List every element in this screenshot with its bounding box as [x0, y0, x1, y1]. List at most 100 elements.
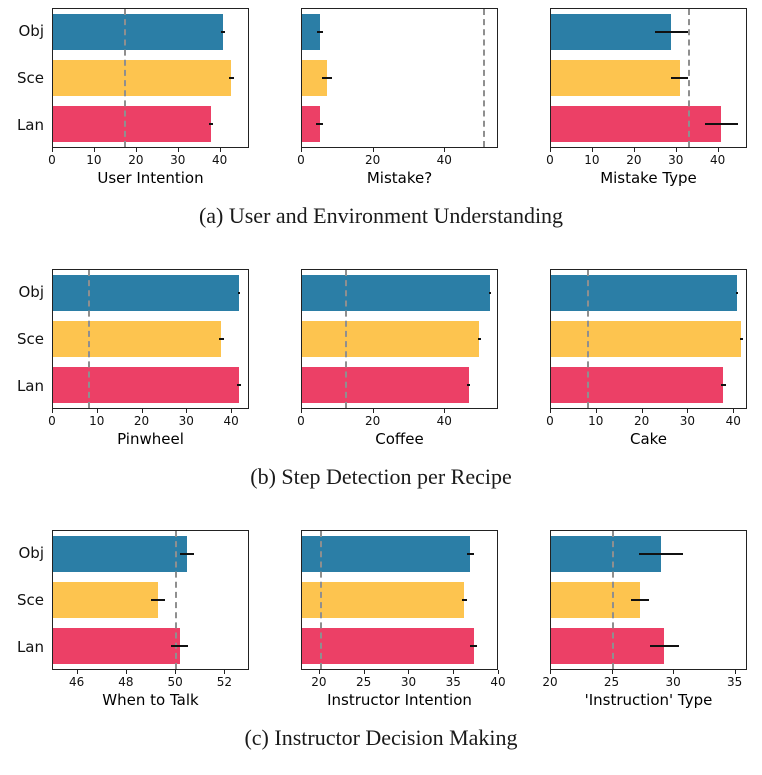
tick-label: 40: [436, 414, 452, 428]
tick-label: 10: [584, 153, 600, 167]
x-axis-ticks: 46 48 50 52: [52, 670, 249, 691]
tick-label: 30: [170, 153, 186, 167]
bar-lan: [302, 627, 474, 665]
chart-instructor-intention: 20 25 30 35 40 Instructor Intention: [301, 530, 506, 709]
tick-mark: [498, 670, 499, 674]
baseline-dashed-line: [319, 531, 322, 669]
baseline-dashed-line: [88, 270, 91, 408]
bar-lan: [53, 627, 180, 665]
error-bar-obj: [316, 30, 323, 34]
tick-label: 40: [223, 414, 239, 428]
tick-label: 20: [626, 153, 642, 167]
error-bar-obj: [466, 552, 474, 556]
chart-mistake-type: 0 10 20 30 40 Mistake Type: [546, 8, 747, 187]
tick-mark: [675, 148, 677, 152]
plot-area: [301, 269, 498, 409]
plot-area: [550, 530, 747, 670]
tick-label: 10: [89, 414, 105, 428]
chart-pinwheel: Obj Sce Lan 0 10 20 30 40 Pinwheel: [14, 269, 249, 448]
bar-obj: [53, 13, 224, 51]
tick-mark: [673, 670, 675, 674]
chart-row-a: Obj Sce Lan 0 10 20 30 40 User Intention 0 20 40 Mis…: [0, 8, 762, 187]
plot-column: 0 10 20 30 40 Mistake Type: [546, 8, 747, 187]
tick-mark: [687, 409, 689, 413]
tick-mark: [96, 409, 98, 413]
bar-sce: [53, 320, 222, 358]
error-bar-lan: [467, 383, 471, 387]
category-label-sce: Sce: [17, 591, 44, 609]
bar-lan: [551, 105, 722, 143]
bar-sce: [53, 59, 232, 97]
category-label-lan: Lan: [16, 637, 44, 656]
tick-mark: [125, 670, 127, 674]
error-bar-lan: [704, 122, 738, 126]
plot-area: [301, 530, 498, 670]
tick-mark: [641, 409, 643, 413]
tick-label: 0: [546, 414, 554, 428]
tick-mark: [301, 409, 302, 413]
x-axis-ticks: 0 10 20 30 40: [48, 409, 249, 430]
x-axis-label: Cake: [629, 430, 668, 448]
chart-user-intention: Obj Sce Lan 0 10 20 30 40 User Intention: [14, 8, 249, 187]
error-bar-sce: [461, 598, 467, 602]
bar-sce: [302, 581, 465, 619]
error-bar-obj: [735, 291, 739, 295]
x-axis-label: Mistake?: [366, 169, 433, 187]
error-bar-lan: [237, 383, 241, 387]
tick-label: 46: [68, 675, 85, 689]
plot-area: [550, 269, 747, 409]
category-label-lan: Lan: [16, 376, 44, 395]
caption-a: (a) User and Environment Understanding: [198, 203, 564, 228]
chart-row-b: Obj Sce Lan 0 10 20 30 40 Pinwheel 0 20 40 Coffee 0 10…: [0, 269, 762, 448]
plot-area: [550, 8, 747, 148]
tick-label: 30: [400, 675, 417, 689]
tick-mark: [231, 409, 233, 413]
bar-lan: [53, 105, 211, 143]
tick-mark: [550, 409, 551, 413]
baseline-dashed-line: [687, 9, 690, 147]
tick-label: 25: [356, 675, 372, 689]
tick-label: 30: [668, 153, 684, 167]
error-bar-obj: [237, 291, 241, 295]
tick-label: 10: [86, 153, 102, 167]
tick-label: 0: [297, 153, 305, 167]
tick-mark: [301, 148, 302, 152]
tick-mark: [175, 670, 177, 674]
tick-label: 0: [48, 414, 56, 428]
tick-mark: [591, 148, 593, 152]
chart-row-c: Obj Sce Lan 46 48 50 52 When to Talk 20 25 30 35 40 I…: [0, 530, 762, 709]
baseline-dashed-line: [587, 270, 590, 408]
error-bar-sce: [219, 337, 224, 341]
error-bar-lan: [208, 122, 213, 126]
error-bar-lan: [171, 644, 189, 648]
error-bar-sce: [150, 598, 166, 602]
tick-label: 40: [725, 414, 741, 428]
tick-mark: [186, 409, 188, 413]
x-axis-ticks: 0 20 40: [297, 148, 498, 169]
tick-mark: [444, 148, 446, 152]
bar-sce: [551, 59, 680, 97]
bar-lan: [551, 627, 665, 665]
tick-mark: [135, 148, 137, 152]
error-bar-sce: [477, 337, 482, 341]
tick-label: 20: [133, 414, 150, 428]
tick-mark: [733, 409, 735, 413]
baseline-dashed-line: [344, 270, 347, 408]
tick-label: 30: [178, 414, 194, 428]
tick-label: 40: [490, 675, 506, 689]
x-axis-label: Mistake Type: [600, 169, 697, 187]
tick-label: 30: [679, 414, 696, 428]
x-axis-label: Instructor Intention: [327, 691, 472, 709]
y-axis-category-labels: Obj Sce Lan: [14, 530, 52, 670]
bar-lan: [53, 366, 240, 404]
category-label-lan: Lan: [16, 115, 44, 134]
x-axis-label: User Intention: [97, 169, 204, 187]
category-label-sce: Sce: [17, 330, 44, 348]
tick-label: 30: [665, 675, 681, 689]
caption-c: (c) Instructor Decision Making: [244, 725, 518, 750]
tick-mark: [734, 670, 736, 674]
tick-mark: [550, 670, 551, 674]
tick-label: 0: [546, 153, 554, 167]
error-bar-obj: [638, 552, 683, 556]
tick-label: 48: [118, 675, 134, 689]
